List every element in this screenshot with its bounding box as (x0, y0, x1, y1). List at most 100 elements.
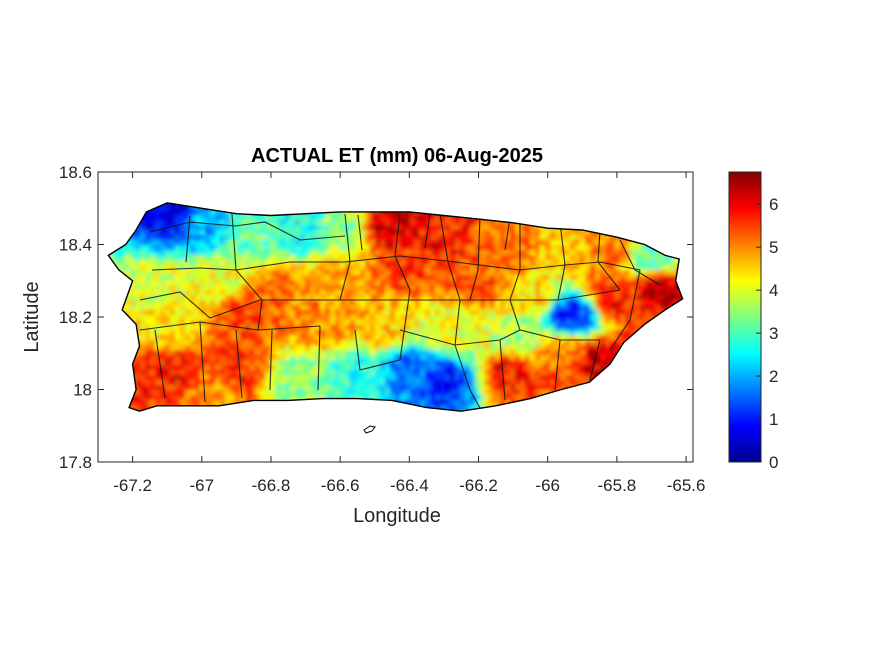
heatmap-cell (365, 265, 371, 271)
heatmap-cell (595, 250, 601, 256)
heatmap-cell (190, 380, 196, 386)
heatmap-cell (300, 375, 306, 381)
heatmap-cell (495, 305, 501, 311)
heatmap-cell (555, 300, 561, 306)
heatmap-cell (510, 295, 516, 301)
heatmap-cell (420, 320, 426, 326)
heatmap-cell (605, 340, 611, 346)
heatmap-cell (205, 270, 211, 276)
heatmap-cell (215, 360, 221, 366)
heatmap-cell (470, 240, 476, 246)
heatmap-cell (510, 385, 516, 391)
heatmap-cell (665, 265, 671, 271)
heatmap-cell (545, 270, 551, 276)
heatmap-cell (220, 330, 226, 336)
heatmap-cell (190, 270, 196, 276)
heatmap-cell (670, 295, 676, 301)
heatmap-cell (535, 245, 541, 251)
heatmap-cell (240, 240, 246, 246)
heatmap-cell (485, 320, 491, 326)
heatmap-cell (670, 290, 676, 296)
heatmap-cell (330, 225, 336, 231)
heatmap-cell (445, 330, 451, 336)
heatmap-cell (285, 235, 291, 241)
heatmap-cell (585, 340, 591, 346)
heatmap-cell (415, 240, 421, 246)
heatmap-cell (365, 305, 371, 311)
heatmap-cell (125, 305, 131, 311)
heatmap-cell (135, 385, 141, 391)
heatmap-cell (215, 345, 221, 351)
heatmap-cell (345, 280, 351, 286)
heatmap-cell (140, 260, 146, 266)
heatmap-cell (630, 280, 636, 286)
heatmap-cell (605, 275, 611, 281)
heatmap-cell (245, 395, 251, 401)
heatmap-cell (210, 390, 216, 396)
heatmap-cell (475, 275, 481, 281)
heatmap-cell (290, 360, 296, 366)
heatmap-cell (545, 230, 551, 236)
heatmap-cell (140, 325, 146, 331)
heatmap-cell (455, 335, 461, 341)
heatmap-cell (455, 340, 461, 346)
heatmap-cell (255, 235, 261, 241)
heatmap-cell (280, 275, 286, 281)
heatmap-cell (570, 305, 576, 311)
heatmap-cell (330, 245, 336, 251)
heatmap-cell (220, 265, 226, 271)
heatmap-cell (290, 220, 296, 226)
heatmap-cell (370, 390, 376, 396)
heatmap-cell (280, 325, 286, 331)
heatmap-cell (640, 270, 646, 276)
heatmap-cell (555, 290, 561, 296)
heatmap-cell (570, 285, 576, 291)
heatmap-cell (490, 390, 496, 396)
heatmap-cell (495, 235, 501, 241)
heatmap-cell (215, 215, 221, 221)
heatmap-cell (600, 355, 606, 361)
heatmap-cell (260, 275, 266, 281)
heatmap-cell (580, 375, 586, 381)
heatmap-cell (590, 345, 596, 351)
heatmap-cell (270, 300, 276, 306)
heatmap-cell (435, 320, 441, 326)
heatmap-cell (315, 395, 321, 401)
heatmap-cell (455, 345, 461, 351)
heatmap-cell (370, 370, 376, 376)
heatmap-cell (295, 315, 301, 321)
heatmap-cell (280, 290, 286, 296)
heatmap-cell (135, 375, 141, 381)
heatmap-cell (215, 220, 221, 226)
heatmap-cell (565, 245, 571, 251)
heatmap-cell (570, 375, 576, 381)
heatmap-cell (275, 230, 281, 236)
heatmap-cell (280, 310, 286, 316)
heatmap-cell (510, 310, 516, 316)
heatmap-cell (515, 365, 521, 371)
heatmap-cell (485, 325, 491, 331)
heatmap-cell (260, 250, 266, 256)
heatmap-cell (465, 290, 471, 296)
heatmap-cell (480, 350, 486, 356)
heatmap-cell (340, 230, 346, 236)
heatmap-cell (665, 270, 671, 276)
heatmap-cell (275, 330, 281, 336)
heatmap-cell (425, 220, 431, 226)
heatmap-cell (495, 250, 501, 256)
heatmap-cell (160, 320, 166, 326)
heatmap-cell (450, 375, 456, 381)
heatmap-cell (345, 245, 351, 251)
heatmap-cell (365, 250, 371, 256)
heatmap-cell (345, 340, 351, 346)
heatmap-cell (155, 385, 161, 391)
heatmap-cell (225, 350, 231, 356)
heatmap-cell (585, 240, 591, 246)
heatmap-cell (425, 285, 431, 291)
heatmap-cell (390, 320, 396, 326)
heatmap-cell (415, 275, 421, 281)
heatmap-cell (365, 385, 371, 391)
heatmap-cell (325, 345, 331, 351)
heatmap-cell (530, 365, 536, 371)
heatmap-cell (340, 330, 346, 336)
